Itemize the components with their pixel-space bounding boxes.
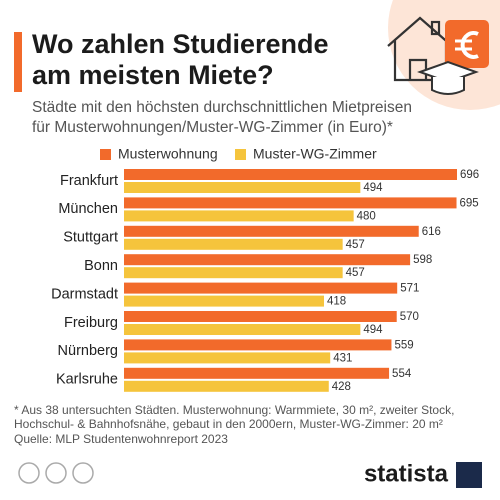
category-label: München — [58, 201, 118, 217]
value-label: 554 — [392, 368, 412, 380]
bar — [124, 210, 354, 222]
category-label: Darmstadt — [51, 286, 118, 302]
legend-swatch — [100, 149, 111, 160]
value-label: 696 — [460, 169, 479, 181]
category-label: Frankfurt — [60, 173, 118, 189]
brand: statista — [364, 460, 449, 487]
value-label: 494 — [363, 324, 383, 336]
category-label: Stuttgart — [63, 230, 118, 246]
value-label: 457 — [346, 267, 365, 279]
license-icons — [18, 462, 94, 484]
value-label: 428 — [332, 381, 351, 393]
value-label: 570 — [400, 311, 419, 323]
brand-logo — [456, 462, 482, 488]
value-label: 494 — [363, 182, 383, 194]
bar — [124, 267, 343, 279]
chart-subtitle: für Musterwohnungen/Muster-WG-Zimmer (in… — [32, 119, 393, 136]
value-label: 559 — [394, 339, 413, 351]
footnote: Hochschul- & Bahnhofsnähe, gebaut in den… — [14, 417, 443, 431]
footnote: * Aus 38 untersuchten Städten. Musterwoh… — [14, 403, 454, 417]
value-label: 598 — [413, 254, 432, 266]
euro-icon — [445, 20, 489, 68]
value-label: 616 — [422, 226, 441, 238]
category-label: Freiburg — [64, 315, 118, 331]
chart-title: am meisten Miete? — [32, 60, 274, 90]
bar — [124, 238, 343, 250]
bar — [124, 380, 329, 392]
source: Quelle: MLP Studentenwohnreport 2023 — [14, 432, 228, 446]
value-label: 480 — [357, 210, 376, 222]
bar — [124, 311, 397, 322]
category-label: Bonn — [84, 258, 118, 274]
bar — [124, 197, 457, 209]
value-label: 431 — [333, 352, 352, 364]
title-accent — [14, 32, 22, 92]
bar — [124, 169, 457, 180]
bar — [124, 324, 361, 335]
value-label: 418 — [327, 296, 346, 308]
bar — [124, 295, 324, 307]
category-label: Nürnberg — [58, 343, 118, 359]
bar — [124, 225, 419, 237]
value-label: 695 — [460, 197, 479, 209]
value-label: 457 — [346, 239, 365, 251]
chart-title: Wo zahlen Studierende — [32, 29, 329, 59]
chart-subtitle: Städte mit den höchsten durchschnittlich… — [32, 99, 412, 116]
bar — [124, 182, 361, 193]
legend-swatch — [235, 149, 246, 160]
bar — [124, 282, 398, 294]
legend-label: Musterwohnung — [118, 146, 218, 162]
category-label: Karlsruhe — [56, 372, 118, 388]
bar — [124, 352, 331, 364]
bar — [124, 367, 390, 379]
bar — [124, 254, 411, 266]
value-label: 571 — [400, 283, 419, 295]
cap-icon — [417, 60, 479, 95]
bar — [124, 339, 392, 351]
legend-label: Muster-WG-Zimmer — [253, 146, 377, 162]
